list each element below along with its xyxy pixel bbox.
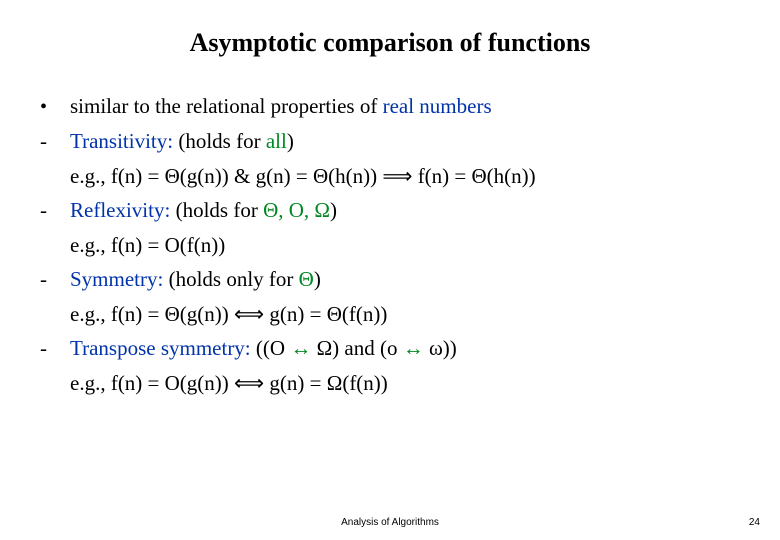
- slide-content: • similar to the relational properties o…: [30, 90, 750, 399]
- reflexivity-scope-highlight: Θ, O, Ω: [263, 198, 330, 222]
- slide-title: Asymptotic comparison of functions: [30, 28, 750, 58]
- transpose-mid2: ω)): [424, 336, 457, 360]
- intro-text: similar to the relational properties of …: [70, 90, 750, 123]
- transitivity-example-text: e.g., f(n) = Θ(g(n)) & g(n) = Θ(h(n)) ⟹ …: [70, 160, 750, 193]
- transitivity-scope-prefix: (holds for: [173, 129, 266, 153]
- symmetry-header: - Symmetry: (holds only for Θ): [40, 263, 750, 296]
- transpose-arrow1: ↔: [290, 336, 311, 360]
- transpose-example: e.g., f(n) = O(g(n)) ⟺ g(n) = Ω(f(n)): [40, 367, 750, 400]
- reflexivity-header: - Reflexivity: (holds for Θ, O, Ω): [40, 194, 750, 227]
- reflexivity-example-text: e.g., f(n) = O(f(n)): [70, 229, 750, 262]
- reflexivity-example: e.g., f(n) = O(f(n)): [40, 229, 750, 262]
- transitivity-scope-highlight: all: [266, 129, 287, 153]
- intro-prefix: similar to the relational properties of: [70, 94, 383, 118]
- dash-marker: -: [40, 332, 70, 365]
- transitivity-example: e.g., f(n) = Θ(g(n)) & g(n) = Θ(h(n)) ⟹ …: [40, 160, 750, 193]
- symmetry-name: Symmetry:: [70, 267, 163, 291]
- page-number: 24: [749, 517, 760, 528]
- transpose-arrow2: ↔: [403, 336, 424, 360]
- symmetry-scope-suffix: ): [314, 267, 321, 291]
- reflexivity-name: Reflexivity:: [70, 198, 170, 222]
- bullet-dot: •: [40, 92, 70, 123]
- transpose-name: Transpose symmetry:: [70, 336, 251, 360]
- dash-marker: -: [40, 194, 70, 227]
- transitivity-scope-suffix: ): [287, 129, 294, 153]
- reflexivity-scope-suffix: ): [330, 198, 337, 222]
- transpose-header: - Transpose symmetry: ((O ↔ Ω) and (o ↔ …: [40, 332, 750, 365]
- reflexivity-scope-prefix: (holds for: [170, 198, 263, 222]
- symmetry-scope-highlight: Θ: [299, 267, 314, 291]
- symmetry-scope-prefix: (holds only for: [163, 267, 298, 291]
- symmetry-example-text: e.g., f(n) = Θ(g(n)) ⟺ g(n) = Θ(f(n)): [70, 298, 750, 331]
- transpose-scope-prefix: ((O: [251, 336, 291, 360]
- transpose-example-text: e.g., f(n) = O(g(n)) ⟺ g(n) = Ω(f(n)): [70, 367, 750, 400]
- dash-marker: -: [40, 263, 70, 296]
- symmetry-example: e.g., f(n) = Θ(g(n)) ⟺ g(n) = Θ(f(n)): [40, 298, 750, 331]
- dash-marker: -: [40, 125, 70, 158]
- footer-text: Analysis of Algorithms: [341, 517, 439, 528]
- transpose-mid1: Ω) and (o: [311, 336, 402, 360]
- intro-line: • similar to the relational properties o…: [40, 90, 750, 123]
- intro-highlight: real numbers: [383, 94, 492, 118]
- transitivity-header: - Transitivity: (holds for all): [40, 125, 750, 158]
- transitivity-name: Transitivity:: [70, 129, 173, 153]
